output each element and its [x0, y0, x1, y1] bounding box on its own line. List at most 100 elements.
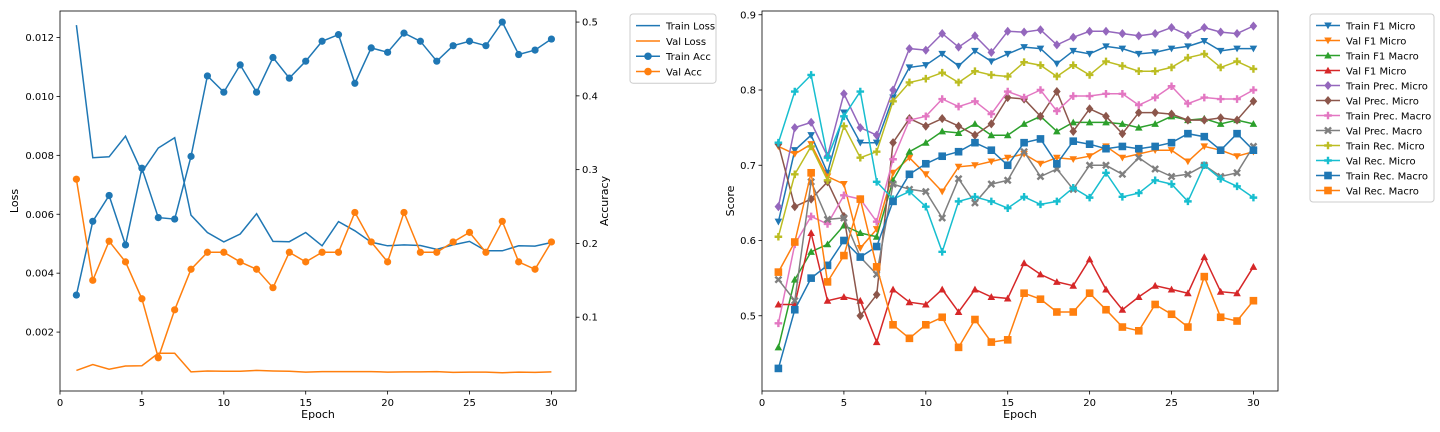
data-point — [938, 152, 946, 161]
data-point — [220, 248, 228, 256]
data-point — [889, 97, 897, 106]
secondary-y-axis-label: Accuracy — [598, 175, 611, 226]
data-point — [872, 338, 881, 346]
data-point — [465, 37, 474, 45]
legend-label: Train Rec. Micro — [1345, 141, 1425, 152]
data-point — [1324, 80, 1332, 91]
data-point — [1167, 109, 1176, 119]
data-point — [971, 198, 979, 207]
data-point — [547, 35, 556, 43]
data-point — [1324, 126, 1332, 135]
data-point — [1324, 111, 1332, 120]
data-point — [774, 268, 783, 276]
data-point — [971, 138, 979, 147]
data-point — [138, 164, 146, 172]
data-point — [1020, 193, 1028, 201]
data-point — [1036, 25, 1045, 35]
data-point — [1184, 197, 1192, 206]
data-point — [1003, 87, 1012, 96]
data-point — [872, 147, 881, 156]
data-point — [154, 354, 162, 362]
data-point — [790, 202, 799, 212]
data-point — [269, 53, 277, 62]
data-point — [1200, 38, 1209, 45]
data-point — [922, 171, 930, 179]
data-point — [1249, 65, 1258, 73]
data-point — [1233, 45, 1241, 53]
data-point — [105, 191, 113, 200]
data-point — [840, 251, 848, 260]
data-point — [774, 343, 783, 351]
data-point — [1324, 37, 1332, 45]
plot-frame — [761, 10, 1279, 392]
data-point — [1184, 170, 1192, 179]
data-point — [384, 258, 392, 266]
data-point — [1053, 278, 1061, 285]
data-point — [252, 265, 261, 273]
data-point — [433, 57, 441, 65]
y2-tick-label: 0.1 — [582, 313, 598, 324]
data-point — [856, 195, 865, 203]
data-point — [954, 42, 963, 52]
series-markers — [774, 112, 1258, 351]
data-point — [1184, 129, 1192, 138]
data-point — [1069, 92, 1078, 100]
data-point — [1085, 104, 1094, 114]
data-point — [515, 258, 523, 266]
data-point — [905, 334, 914, 343]
data-point — [187, 152, 195, 160]
data-point — [89, 217, 97, 225]
data-point — [938, 247, 946, 256]
data-point — [774, 202, 783, 212]
data-point — [856, 229, 865, 237]
data-point — [954, 102, 963, 111]
data-point — [1053, 107, 1061, 115]
data-point — [823, 261, 832, 270]
data-point — [790, 147, 799, 155]
data-point — [807, 229, 815, 237]
data-point — [1134, 67, 1143, 75]
data-point — [400, 29, 408, 37]
data-point — [856, 153, 865, 162]
data-point — [1053, 60, 1061, 68]
data-point — [498, 18, 506, 26]
data-point — [1324, 171, 1332, 180]
data-point — [121, 241, 130, 249]
data-point — [790, 296, 799, 305]
data-point — [905, 187, 914, 196]
x-tick-label: 25 — [463, 398, 476, 409]
data-point — [1036, 160, 1045, 168]
data-point — [856, 87, 865, 96]
data-point — [1003, 154, 1012, 162]
data-point — [1053, 197, 1061, 206]
data-point — [971, 47, 979, 55]
data-point — [872, 263, 881, 271]
data-point — [889, 197, 897, 206]
data-point — [823, 176, 832, 185]
data-point — [840, 214, 848, 222]
data-point — [774, 364, 783, 373]
data-point — [987, 338, 996, 346]
data-point — [1118, 305, 1127, 313]
data-point — [269, 284, 277, 292]
x-tick-label: 10 — [919, 398, 932, 409]
x-tick-label: 0 — [759, 398, 765, 409]
data-point — [971, 120, 979, 127]
data-point — [1118, 170, 1127, 179]
data-point — [1118, 89, 1127, 98]
data-point — [1324, 66, 1332, 74]
data-point — [1069, 118, 1078, 126]
y-tick-label: 0.008 — [25, 151, 54, 162]
data-point — [1249, 146, 1258, 155]
data-point — [938, 95, 946, 103]
data-point — [954, 197, 963, 206]
series-markers — [774, 21, 1258, 212]
data-point — [1233, 317, 1241, 325]
legend-label: Train Acc — [665, 52, 711, 63]
data-point — [1200, 132, 1209, 141]
series-markers — [774, 129, 1258, 373]
data-point — [790, 123, 799, 133]
x-tick-label: 0 — [57, 398, 63, 409]
data-point — [138, 295, 146, 303]
data-point — [1085, 92, 1094, 100]
